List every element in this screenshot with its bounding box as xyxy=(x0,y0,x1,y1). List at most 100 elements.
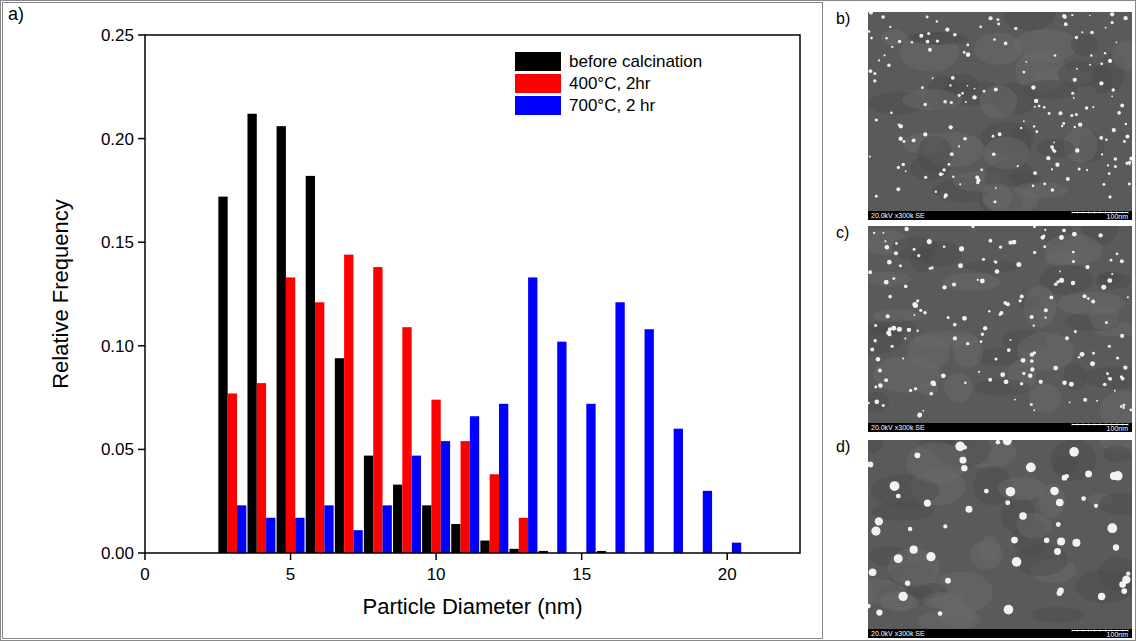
scale-bar-tick xyxy=(1105,424,1106,426)
particle xyxy=(891,326,896,331)
particle xyxy=(1120,405,1123,408)
particle xyxy=(1069,382,1074,387)
x-axis-title: Particle Diameter (nm) xyxy=(362,594,582,619)
particle xyxy=(949,84,951,86)
particle xyxy=(1076,68,1078,70)
particle xyxy=(1062,122,1065,125)
particle xyxy=(1107,278,1112,283)
particle xyxy=(966,53,970,57)
bar xyxy=(383,505,392,553)
scale-bar-tick xyxy=(1072,212,1073,214)
particle xyxy=(874,324,877,327)
particle xyxy=(942,285,946,289)
bar xyxy=(353,530,362,553)
legend-swatch xyxy=(515,52,561,71)
particle xyxy=(1089,64,1091,66)
particle xyxy=(1065,336,1069,340)
particle xyxy=(1089,15,1091,17)
particle xyxy=(1103,383,1107,387)
particle xyxy=(1085,265,1089,269)
particle xyxy=(930,266,933,269)
particle xyxy=(963,137,967,141)
particle xyxy=(935,191,937,193)
particle xyxy=(898,40,901,43)
particle xyxy=(912,138,916,142)
particle xyxy=(1078,167,1081,170)
particle xyxy=(924,500,931,507)
particle xyxy=(1099,81,1103,85)
texture xyxy=(974,33,1022,65)
bar xyxy=(266,518,275,553)
particle xyxy=(1101,153,1103,155)
particle xyxy=(1108,59,1112,63)
particle xyxy=(924,176,927,179)
texture xyxy=(1111,41,1132,70)
y-tick-label: 0.15 xyxy=(101,233,134,252)
particle xyxy=(1083,294,1087,298)
scale-bar-tick xyxy=(1083,424,1084,426)
texture xyxy=(892,236,939,260)
plot-frame xyxy=(145,35,800,553)
particle xyxy=(1063,15,1067,19)
particle xyxy=(1049,295,1053,299)
particle xyxy=(958,145,960,147)
particle xyxy=(1025,61,1027,63)
particle xyxy=(1030,403,1033,406)
particle xyxy=(1022,71,1025,74)
particle xyxy=(992,152,996,156)
particle xyxy=(952,282,956,286)
texture xyxy=(868,392,889,412)
particle xyxy=(965,506,972,513)
bar xyxy=(247,114,256,553)
texture xyxy=(1103,446,1132,462)
particle xyxy=(884,54,886,56)
texture xyxy=(1003,12,1055,30)
particle xyxy=(1078,122,1082,126)
texture xyxy=(907,335,950,369)
particle xyxy=(1023,120,1025,122)
scale-bar-tick xyxy=(1111,424,1112,426)
y-tick xyxy=(138,552,145,554)
particle xyxy=(1110,259,1113,262)
scale-bar-tick xyxy=(1111,212,1112,214)
particle xyxy=(979,25,982,28)
particle xyxy=(884,280,889,285)
scale-bar-tick xyxy=(1077,424,1078,426)
particle xyxy=(982,258,985,261)
texture xyxy=(1057,292,1125,316)
bar xyxy=(499,404,508,553)
scale-bar-tick xyxy=(1083,630,1084,632)
particle xyxy=(927,239,932,244)
particle xyxy=(966,342,969,345)
panel-label: d) xyxy=(836,438,850,455)
particle xyxy=(1033,171,1037,175)
particle xyxy=(919,309,922,312)
scale-bar-tick xyxy=(1122,212,1123,214)
particle xyxy=(891,46,893,48)
texture xyxy=(1082,367,1132,389)
particle xyxy=(1098,593,1105,600)
particle xyxy=(953,323,957,327)
particle xyxy=(1105,27,1107,29)
particle xyxy=(870,37,873,40)
particle xyxy=(1092,352,1095,355)
particle xyxy=(998,132,1002,136)
particle xyxy=(1035,130,1038,133)
particle xyxy=(868,30,870,33)
particle xyxy=(950,152,954,156)
particle xyxy=(953,33,957,37)
particle xyxy=(868,461,873,467)
x-tick xyxy=(290,553,292,560)
particle xyxy=(1113,544,1119,550)
particle xyxy=(1020,295,1024,299)
y-tick xyxy=(138,449,145,451)
texture xyxy=(881,30,907,46)
particle xyxy=(1064,22,1068,26)
particle xyxy=(1112,128,1116,132)
particle xyxy=(1129,157,1132,161)
texture xyxy=(1095,272,1130,289)
particle xyxy=(1054,548,1061,555)
particle xyxy=(1105,138,1107,140)
particle xyxy=(971,226,974,228)
particle xyxy=(1122,407,1125,410)
